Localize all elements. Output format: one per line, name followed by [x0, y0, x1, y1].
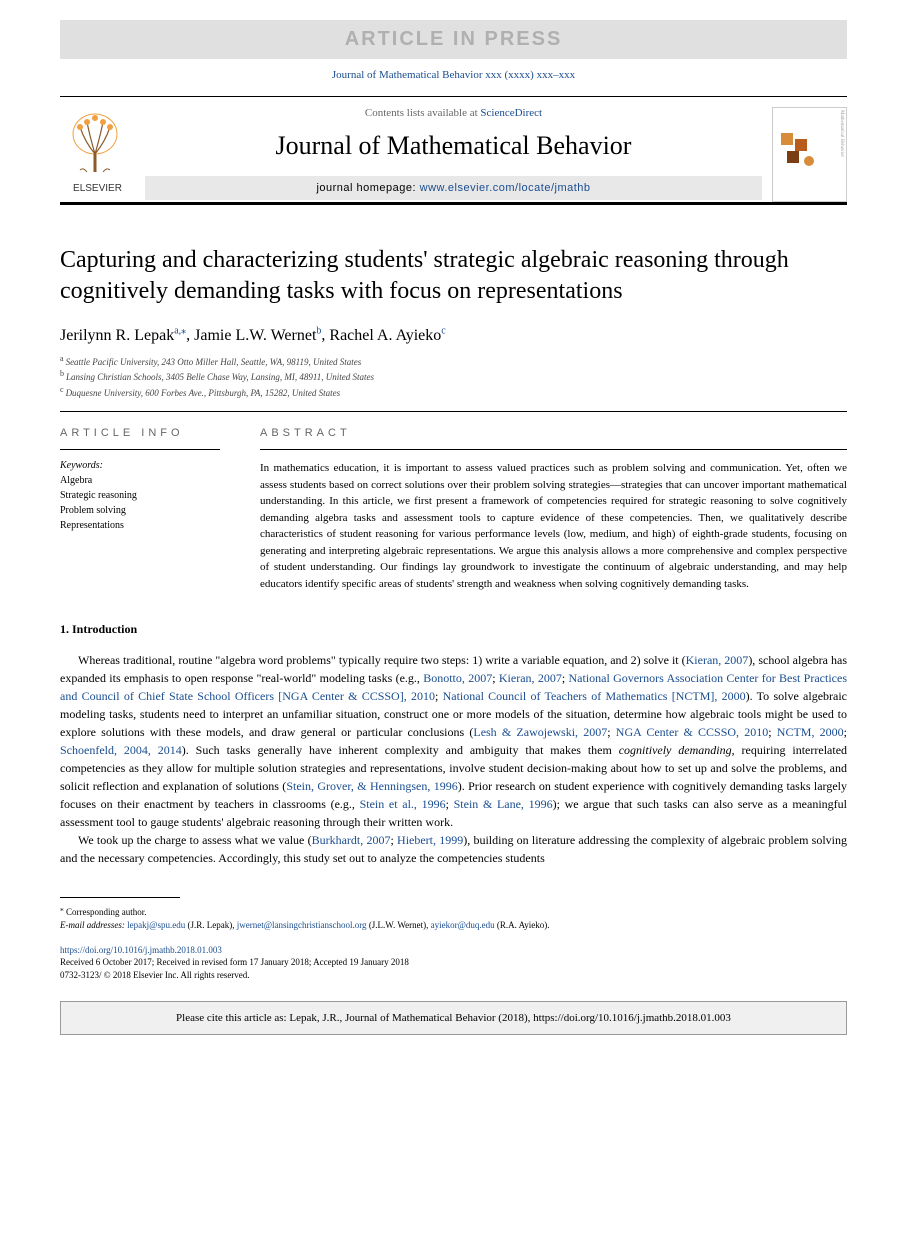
intro-paragraph-1: Whereas traditional, routine "algebra wo…: [60, 651, 847, 831]
authors-line: Jerilynn R. Lepaka,⁎, Jamie L.W. Wernetb…: [60, 325, 847, 344]
sciencedirect-link[interactable]: ScienceDirect: [480, 107, 542, 119]
journal-reference-line: Journal of Mathematical Behavior xxx (xx…: [0, 69, 907, 81]
article-title: Capturing and characterizing students' s…: [60, 245, 847, 307]
author: Jamie L.W. Wernetb: [194, 327, 321, 344]
journal-cover-thumbnail: Mathematical Behavior: [772, 107, 847, 202]
cover-side-text: Mathematical Behavior: [839, 110, 844, 157]
citation: Kieran, 2007: [686, 653, 749, 667]
cover-graphic-icon: [781, 133, 816, 168]
keyword: Algebra: [60, 473, 220, 488]
author-affil-marker: b: [316, 325, 321, 336]
citation: Hiebert, 1999: [397, 833, 463, 847]
citation: Burkhardt, 2007: [312, 833, 391, 847]
header-center: Contents lists available at ScienceDirec…: [135, 107, 772, 200]
keywords-label: Keywords:: [60, 460, 220, 471]
author-affil-marker: c: [441, 325, 445, 336]
corresponding-author-block: ⁎ Corresponding author. E-mail addresses…: [60, 904, 847, 931]
abstract-header: ABSTRACT: [260, 412, 847, 450]
homepage-label: journal homepage:: [316, 182, 419, 194]
section-1-heading: 1. Introduction: [60, 622, 847, 637]
doi-link[interactable]: https://doi.org/10.1016/j.jmathb.2018.01…: [60, 945, 222, 955]
citation: Stein, Grover, & Henningsen, 1996: [286, 779, 457, 793]
email-addresses-line: E-mail addresses: lepakj@spu.edu (J.R. L…: [60, 919, 847, 932]
citation: Stein & Lane, 1996: [454, 797, 553, 811]
publisher-logo: ELSEVIER: [60, 107, 135, 199]
journal-header: ELSEVIER Contents lists available at Sci…: [60, 96, 847, 205]
intro-paragraph-2: We took up the charge to assess what we …: [60, 831, 847, 867]
email-link[interactable]: jwernet@lansingchristianschool.org: [237, 920, 367, 930]
keyword: Problem solving: [60, 503, 220, 518]
emphasis: cognitively demanding: [619, 743, 732, 757]
footnote-rule: [60, 897, 180, 898]
citation: Stein et al., 1996: [360, 797, 446, 811]
contents-available-line: Contents lists available at ScienceDirec…: [145, 107, 762, 119]
citation: Lesh & Zawojewski, 2007: [473, 725, 607, 739]
email-link[interactable]: lepakj@spu.edu: [127, 920, 185, 930]
article-info-header: ARTICLE INFO: [60, 412, 220, 450]
corresponding-marker: ⁎: [181, 325, 186, 336]
emails-label: E-mail addresses:: [60, 920, 127, 930]
citation: Schoenfeld, 2004, 2014: [60, 743, 182, 757]
affiliation-line: b Lansing Christian Schools, 3405 Belle …: [60, 368, 847, 384]
journal-name: Journal of Mathematical Behavior: [145, 131, 762, 161]
citation: Bonotto, 2007: [423, 671, 492, 685]
corr-text: Corresponding author.: [66, 907, 147, 917]
keywords-list: AlgebraStrategic reasoningProblem solvin…: [60, 473, 220, 533]
citation: Kieran, 2007: [499, 671, 562, 685]
citation: National Council of Teachers of Mathemat…: [443, 689, 746, 703]
elsevier-tree-icon: [65, 112, 125, 177]
publisher-name: ELSEVIER: [65, 183, 130, 194]
corr-marker: ⁎: [60, 904, 64, 913]
affiliations-block: a Seattle Pacific University, 243 Otto M…: [60, 353, 847, 400]
article-info-column: ARTICLE INFO Keywords: AlgebraStrategic …: [60, 411, 240, 592]
homepage-bar: journal homepage: www.elsevier.com/locat…: [145, 176, 762, 200]
abstract-column: ABSTRACT In mathematics education, it is…: [240, 412, 847, 592]
issn-copyright: 0732-3123/ © 2018 Elsevier Inc. All righ…: [60, 970, 250, 980]
received-dates: Received 6 October 2017; Received in rev…: [60, 957, 409, 967]
affiliation-line: a Seattle Pacific University, 243 Otto M…: [60, 353, 847, 369]
keyword: Strategic reasoning: [60, 488, 220, 503]
abstract-text: In mathematics education, it is importan…: [260, 460, 847, 592]
homepage-link[interactable]: www.elsevier.com/locate/jmathb: [420, 182, 591, 194]
article-in-press-banner: ARTICLE IN PRESS: [60, 20, 847, 59]
email-link[interactable]: ayiekor@duq.edu: [431, 920, 495, 930]
citation: NCTM, 2000: [777, 725, 844, 739]
author: Jerilynn R. Lepaka,⁎: [60, 327, 186, 344]
author: Rachel A. Ayiekoc: [329, 327, 445, 344]
corresponding-label: ⁎ Corresponding author.: [60, 904, 847, 919]
doi-block: https://doi.org/10.1016/j.jmathb.2018.01…: [60, 944, 847, 982]
introduction-body: Whereas traditional, routine "algebra wo…: [60, 651, 847, 867]
keyword: Representations: [60, 518, 220, 533]
citation-box: Please cite this article as: Lepak, J.R.…: [60, 1001, 847, 1035]
citation: NGA Center & CCSSO, 2010: [616, 725, 768, 739]
contents-prefix: Contents lists available at: [365, 107, 480, 119]
affiliation-line: c Duquesne University, 600 Forbes Ave., …: [60, 384, 847, 400]
